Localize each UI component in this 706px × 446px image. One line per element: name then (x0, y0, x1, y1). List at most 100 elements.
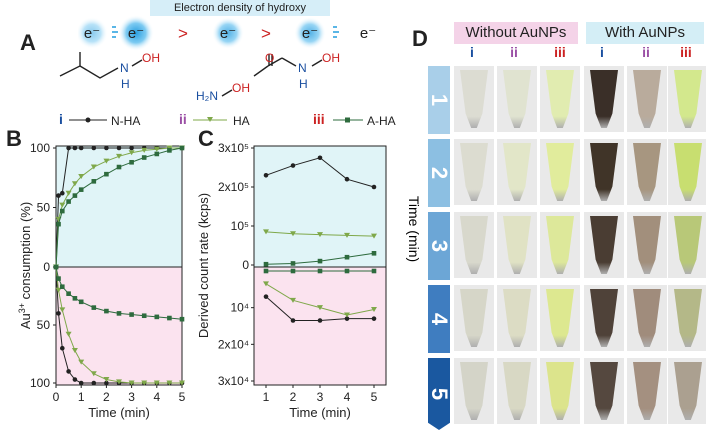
chart-c-bottom-point-A-HA (344, 268, 350, 274)
legend-marker-i (85, 117, 91, 123)
electron-1: e⁻ (84, 25, 100, 42)
y-tick-label: 50 (37, 318, 51, 332)
col-label: ii (642, 44, 650, 60)
tube-sample (540, 66, 580, 132)
with-aunps-header: With AuNPs (586, 22, 704, 44)
tube-liquid (546, 70, 574, 128)
chart-c-top-point-N-HA (263, 173, 269, 178)
tube-sample (584, 212, 624, 278)
time-box-5: 5 (428, 358, 450, 430)
aha-n: N (298, 61, 307, 75)
chart-b-top-point-N-HA (91, 145, 97, 151)
chart-b-bottom-point-HA (116, 379, 122, 385)
chart-b-bottom-point-A-HA (179, 316, 185, 322)
electron-3: e⁻ (220, 25, 236, 42)
chart-b-top-point-N-HA (116, 145, 122, 151)
tube-sample (627, 285, 667, 351)
tube-liquid (460, 362, 488, 420)
chart-b-bottom-point-HA (128, 380, 135, 386)
col-label: iii (554, 44, 566, 60)
tube-sample (668, 139, 706, 205)
chart-b-top-point-A-HA (179, 145, 185, 151)
legend-marker-ii (207, 117, 213, 122)
tube-sample (584, 66, 624, 132)
tube-liquid (503, 70, 531, 128)
chart-b-top-point-N-HA (56, 193, 61, 198)
chart-b-top-point-HA (90, 164, 97, 170)
chart-c-bottom-point-N-HA (344, 316, 350, 321)
column-labels: i ii iii i ii iii (454, 44, 706, 64)
tube-sample (584, 285, 624, 351)
chart-c-bottom-point-HA (263, 281, 269, 287)
tube-sample (627, 212, 667, 278)
tube-liquid (546, 143, 574, 201)
chart-b-bottom-point-HA (103, 377, 110, 383)
chart-c-top-point-A-HA (290, 261, 296, 266)
chart-b-bottom-point-N-HA (56, 311, 61, 316)
x-tick-label: 1 (263, 390, 270, 404)
chart-c-top-point-N-HA (317, 155, 323, 161)
chart-c-top-point-N-HA (290, 163, 296, 168)
chart-b-ylabel: Au3+ consumption (%) (17, 202, 33, 329)
electron-2: e⁻ (128, 25, 144, 42)
y-tick-label: 100 (30, 141, 50, 155)
chart-b-top-point-N-HA (72, 145, 78, 151)
tube-liquid (460, 289, 488, 347)
chart-b-bottom-point-A-HA (104, 308, 109, 314)
tube-sample (497, 212, 537, 278)
chart-c-bottom-point-HA (371, 307, 377, 312)
x-tick-label: 3 (128, 390, 135, 404)
y-tick-label: 0 (43, 260, 50, 274)
chart-b-top-point-HA (103, 158, 110, 164)
panel-B-label: B (6, 126, 22, 151)
chart-b-top-point-N-HA (78, 145, 84, 151)
chart-b-bottom-point-N-HA (66, 369, 71, 374)
chart-c-top-point-HA (290, 231, 296, 237)
tube-sample (497, 358, 537, 424)
electron-4: e⁻ (302, 25, 318, 42)
chart-c-top-point-A-HA (371, 251, 377, 256)
chart-c-top-point-A-HA (344, 254, 350, 260)
tube-liquid (674, 216, 702, 274)
tube-liquid (590, 70, 618, 128)
chart-b-bottom-point-N-HA (91, 380, 97, 386)
chart-c-bottom-point-A-HA (317, 268, 323, 274)
y-tick-label: 2x10⁵ (218, 180, 249, 194)
chart-b-top-point-A-HA (56, 221, 61, 227)
chart-c-bottom-point-N-HA (317, 318, 323, 323)
chart-c-top-point-N-HA (371, 184, 377, 190)
y-tick-label: 50 (37, 201, 51, 215)
x-tick-label: 2 (290, 390, 297, 404)
chart-b-bottom-point-HA (141, 380, 148, 386)
chart-b-top-point-HA (141, 147, 148, 153)
tube-sample (627, 66, 667, 132)
legend-roman-i: i (59, 111, 63, 127)
tube-liquid (674, 289, 702, 347)
chart-b-xlabel: Time (min) (88, 405, 150, 420)
x-tick-label: 5 (371, 390, 378, 404)
tube-sample (668, 285, 706, 351)
chart-b-bottom-point-N-HA (72, 377, 78, 382)
chart-b-bottom-point-A-HA (116, 311, 122, 316)
legend-label-iii: A-HA (367, 114, 396, 128)
tube-sample (454, 285, 494, 351)
chart-b-top-point-N-HA (66, 145, 71, 151)
chart-b-top-point-A-HA (104, 171, 109, 177)
chart-c-bottom-point-N-HA (263, 294, 269, 299)
chart-b-bottom-point-A-HA (66, 291, 71, 296)
chart-b-bottom-point-N-HA (60, 345, 65, 351)
chart-b-top-point-A-HA (154, 151, 160, 157)
col-label: i (470, 44, 474, 60)
tube-liquid (546, 216, 574, 274)
chart-b-top-point-A-HA (129, 159, 134, 165)
chart-b-bottom-point-A-HA (167, 315, 172, 321)
tube-sample (584, 139, 624, 205)
chart-c-bottom-point-A-HA (371, 268, 377, 274)
x-tick-label: 2 (103, 390, 110, 404)
chart-b-top-point-A-HA (167, 148, 172, 153)
chart-c-top-point-HA (317, 232, 323, 238)
chart-b-top-point-A-HA (141, 155, 147, 160)
chart-b-top-point-HA (65, 190, 72, 196)
y-tick-label: 3x10⁵ (218, 141, 249, 155)
chart-b-bottom-point-HA (59, 307, 66, 313)
